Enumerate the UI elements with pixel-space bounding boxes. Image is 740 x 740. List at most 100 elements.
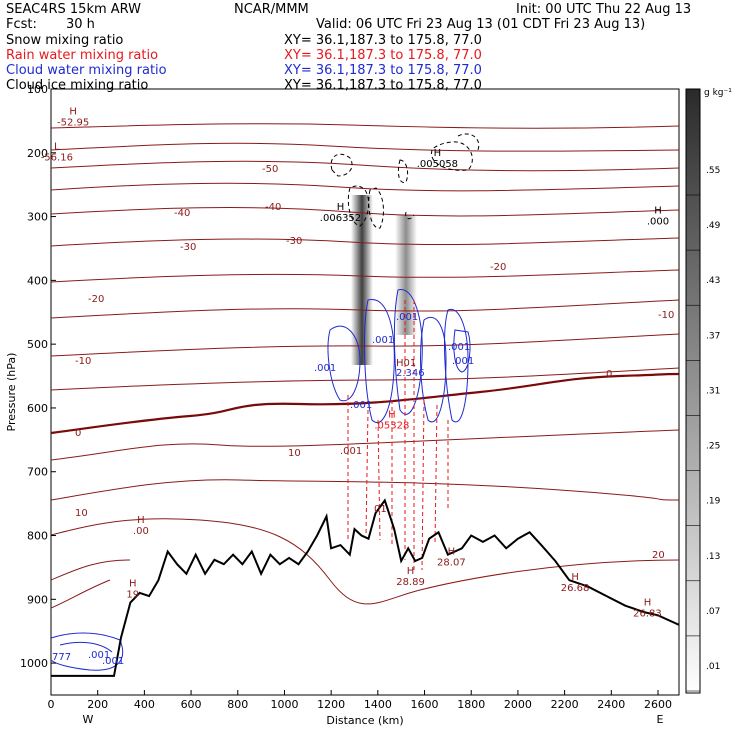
temp-label-m10-b: -10 (658, 310, 674, 321)
colorbar (685, 88, 701, 694)
x-tick-label: 2600 (644, 698, 672, 711)
rain-water-labels: .001 01 H01 (340, 358, 416, 515)
y-tick-label: 200 (27, 147, 48, 160)
extremum-value: .006352 (320, 213, 361, 224)
extremum-value: 28.07 (437, 558, 466, 569)
temp-label-m40-b: -40 (265, 202, 281, 213)
rw-label-1: .001 (340, 446, 362, 457)
x-tick-label: 2200 (551, 698, 579, 711)
colorbar-tick-label: .31 (706, 386, 720, 396)
zero-isotherm (51, 372, 679, 435)
x-tick-label: 800 (227, 698, 248, 711)
cw-label-3: .001 (396, 312, 418, 323)
y-tick-label: 800 (27, 530, 48, 543)
extremum-value: 28.89 (396, 577, 425, 588)
extremum-marker: H (448, 547, 456, 558)
y-tick-label: 100 (27, 83, 48, 96)
extremum-marker: H (388, 410, 396, 421)
x-tick-label: 1800 (457, 698, 485, 711)
y-tick-label: 500 (27, 338, 48, 351)
east-label: E (657, 713, 664, 726)
field-xy-rain: XY= 36.1,187.3 to 175.8, 77.0 (284, 48, 482, 63)
x-tick-label: 600 (181, 698, 202, 711)
valid-time: Valid: 06 UTC Fri 23 Aug 13 (01 CDT Fri … (316, 17, 645, 32)
rw-label-3: H01 (396, 358, 416, 369)
extremum-marker: H (571, 572, 579, 583)
y-tick-label: 1000 (20, 657, 48, 670)
cw-label-1: .001 (314, 363, 336, 374)
y-tick-label: 700 (27, 466, 48, 479)
extremum-value: .00 (133, 526, 149, 537)
init-time: Init: 00 UTC Thu 22 Aug 13 (516, 2, 691, 17)
temp-label-m20-a: -20 (88, 294, 104, 305)
extremum-marker: H (654, 205, 662, 216)
x-axis-ticks: 0 200 400 600 800 1000 1200 1400 1600 1800 2000 220… (48, 690, 672, 711)
extremum-value: .005058 (417, 159, 458, 170)
extremum-marker: H (129, 579, 137, 590)
field-xy-snow: XY= 36.1,187.3 to 175.8, 77.0 (284, 33, 482, 48)
cloud-ice-contours (330, 133, 480, 229)
snow-shading-column-2 (395, 215, 417, 335)
colorbar-labels: .01 .07 .13 .19 .25 .31 .37 .43 .49 .55 (686, 166, 721, 692)
extremum-marker: H (407, 566, 415, 577)
field-name-snow: Snow mixing ratio (6, 33, 123, 48)
extremum-marker: H (434, 148, 442, 159)
cloud-water-labels: .001 .001 .001 .001 2.346 .001 .001 777 … (52, 312, 474, 667)
colorbar-tick-label: .49 (706, 221, 721, 231)
x-tick-label: 0 (48, 698, 55, 711)
y-axis-ticks: 100 200 300 400 500 600 700 800 900 1000 (20, 83, 56, 670)
org-label: NCAR/MMM (234, 2, 309, 17)
temp-label-m50: -50 (262, 164, 278, 175)
x-tick-label: 1600 (411, 698, 439, 711)
y-axis-title: Pressure (hPa) (5, 353, 18, 432)
temp-label-10-b: 10 (288, 448, 301, 459)
cw-label-6: .001 (452, 356, 474, 367)
extremum-value: .05328 (374, 421, 409, 432)
rw-label-2: 01 (374, 504, 387, 515)
temp-label-m20-b: -20 (490, 262, 506, 273)
cw-label-5: 2.346 (396, 368, 425, 379)
colorbar-tick-label: .25 (706, 442, 720, 452)
fcst-label: Fcst: (6, 17, 37, 32)
west-label: W (83, 713, 94, 726)
temp-label-m30-b: -30 (286, 236, 302, 247)
field-name-rain: Rain water mixing ratio (6, 48, 158, 63)
temp-label-0-a: 0 (75, 428, 81, 439)
extremum-marker: H (137, 515, 145, 526)
colorbar-tick-label: .55 (706, 166, 720, 176)
extrema-labels: H-52.95L-56.16H.006352H.005058H.000H.00H… (41, 107, 669, 620)
x-tick-label: 1400 (364, 698, 392, 711)
extremum-marker: H (337, 202, 345, 213)
colorbar-tick-label: .07 (706, 607, 720, 617)
temp-label-m30-a: -30 (180, 242, 196, 253)
fcst-value: 30 h (66, 17, 95, 32)
extremum-marker: H (644, 598, 652, 609)
temperature-contour-labels: -50 -40 -40 -30 -30 -20 -20 -10 -10 0 0 … (75, 164, 674, 561)
temp-label-m10-a: -10 (75, 356, 91, 367)
field-name-cloud-water: Cloud water mixing ratio (6, 63, 167, 78)
x-tick-label: 1200 (317, 698, 345, 711)
temp-label-0-b: 0 (606, 369, 612, 380)
field-xy-cloud-water: XY= 36.1,187.3 to 175.8, 77.0 (284, 63, 482, 78)
temperature-contours (51, 123, 679, 609)
colorbar-tick-label: .01 (706, 662, 720, 672)
colorbar-tick-label: .37 (706, 331, 720, 341)
x-tick-label: 2000 (504, 698, 532, 711)
cw-label-8: 777 (52, 652, 71, 663)
model-title: SEAC4RS 15km ARW (6, 2, 141, 17)
x-tick-label: 400 (134, 698, 155, 711)
cw-label-9: .001 (88, 650, 110, 661)
cw-label-10: .001 (102, 656, 124, 667)
extremum-value: 19 (126, 590, 139, 601)
y-tick-label: 300 (27, 211, 48, 224)
temp-label-10-a: 10 (75, 508, 88, 519)
x-tick-label: 200 (87, 698, 108, 711)
extremum-marker: L (54, 142, 60, 153)
terrain-profile (51, 498, 679, 677)
y-tick-label: 600 (27, 402, 48, 415)
extremum-value: .000 (647, 216, 669, 227)
extremum-value: -52.95 (57, 118, 89, 129)
cw-label-2: .001 (372, 335, 394, 346)
temp-label-m40-a: -40 (174, 208, 190, 219)
